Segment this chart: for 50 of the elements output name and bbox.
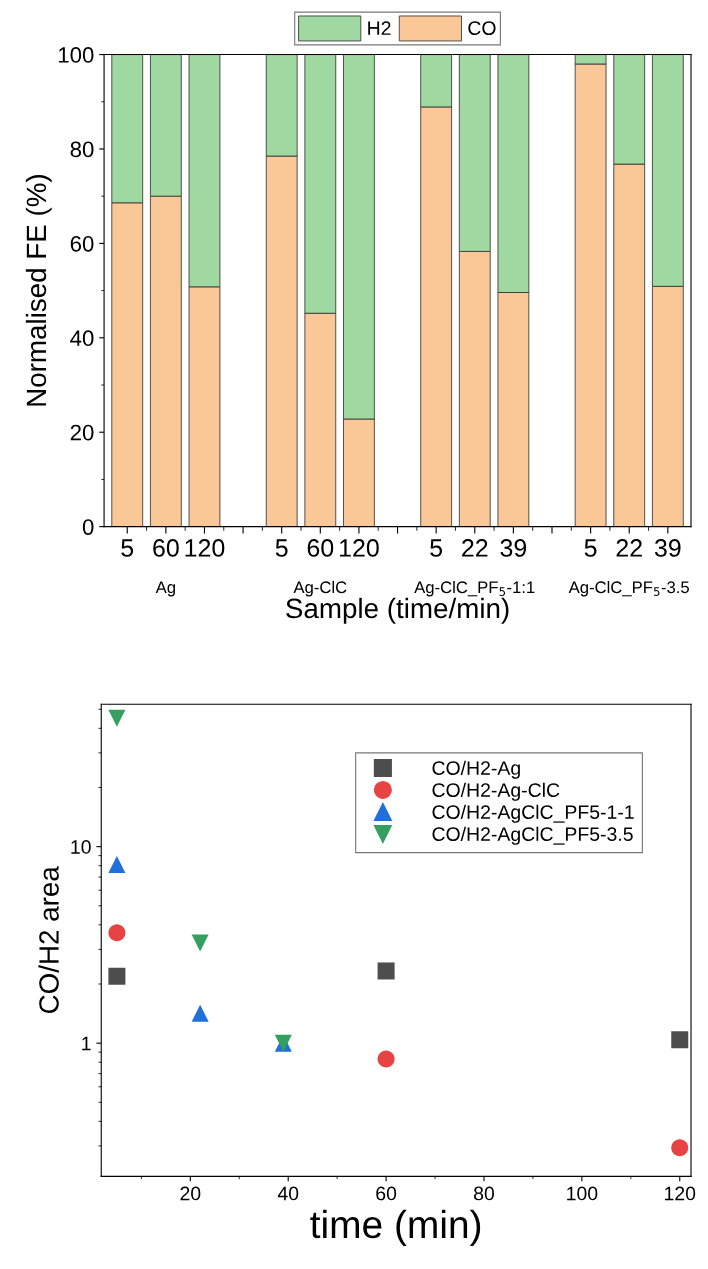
point <box>671 1139 689 1157</box>
text: Ag-ClC_PF$_{5}$-3.5 <box>568 580 689 597</box>
x-tick-label: 39 <box>500 539 527 557</box>
x-tick-label: 120 <box>185 539 225 557</box>
x-tick-label: 120 <box>339 539 379 557</box>
y-tick-label: 60 <box>70 235 94 252</box>
point <box>191 1004 209 1022</box>
y-axis-title: Normalised FE (%) <box>25 175 52 406</box>
point <box>108 967 126 985</box>
point <box>108 924 126 942</box>
x-tick-label: 22 <box>616 539 642 557</box>
legend-label: CO/H2-Ag-ClC <box>432 782 560 801</box>
y-tick-label: 0 <box>82 519 94 535</box>
x-tick-label: 39 <box>654 539 681 557</box>
x-tick-label: 120 <box>665 1186 696 1201</box>
legend-label: CO/H2-Ag <box>432 760 520 779</box>
x-tick-label: 60 <box>307 539 334 557</box>
x-axis-title: Sample (time/min) <box>286 597 509 624</box>
x-tick-label: 60 <box>153 539 179 557</box>
x-tick-label: 5 <box>121 539 134 557</box>
y-tick-label: 10 <box>71 840 91 854</box>
point <box>671 1031 689 1049</box>
y-tick-label: 100 <box>58 47 94 63</box>
x-tick-label: 5 <box>430 539 443 557</box>
legend-label: CO/H2-AgClC_PF5-1-1 <box>432 804 634 823</box>
x-axis-title: time (min) <box>310 1209 481 1246</box>
x-tick-label: 100 <box>567 1186 598 1201</box>
point <box>377 962 395 980</box>
y-tick-label: 20 <box>70 424 94 441</box>
y-tick-label: 80 <box>70 141 94 158</box>
point <box>191 934 209 952</box>
x-tick-label: 60 <box>376 1186 397 1201</box>
x-tick-label: 80 <box>474 1186 495 1201</box>
text: Ag-ClC <box>293 580 347 597</box>
legend-label: CO/H2-AgClC_PF5-3.5 <box>432 826 633 845</box>
point <box>108 856 126 874</box>
legend-label: CO <box>468 21 496 36</box>
text: Ag-ClC_PF$_{5}$-1:1 <box>414 580 535 597</box>
point <box>377 1050 395 1068</box>
x-tick-label: 20 <box>180 1186 201 1201</box>
point <box>108 709 126 727</box>
x-tick-label: 5 <box>275 539 288 557</box>
text: Ag <box>155 581 175 597</box>
y-tick-label: 40 <box>70 330 94 347</box>
y-tick-label: 1 <box>82 1036 91 1051</box>
x-tick-label: 5 <box>584 539 597 557</box>
y-axis-title: CO/H2 area <box>38 866 59 1014</box>
legend-label: H2 <box>368 21 391 35</box>
x-tick-label: 40 <box>277 1186 299 1201</box>
x-tick-label: 22 <box>462 539 488 557</box>
